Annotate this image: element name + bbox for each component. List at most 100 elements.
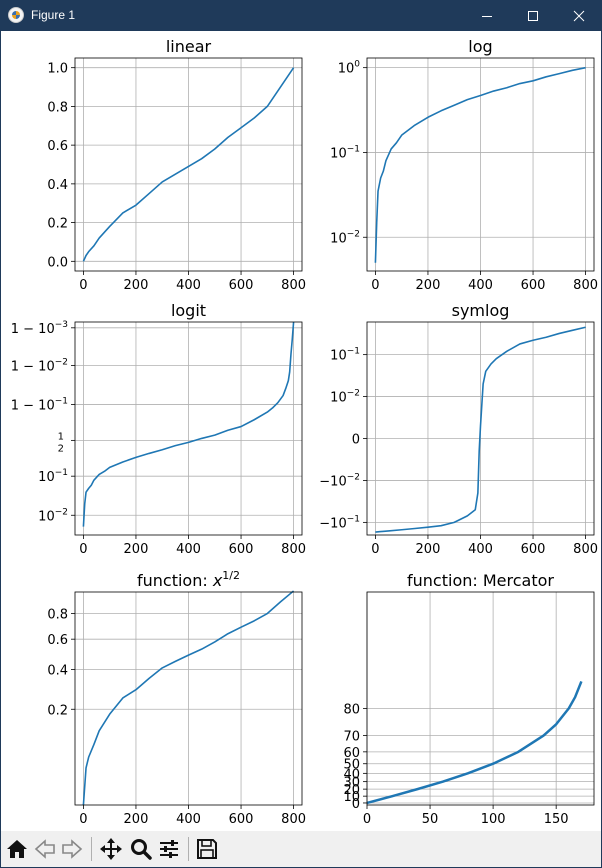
minimize-icon (482, 15, 492, 17)
y-tick-label: 0.0 (47, 255, 68, 270)
x-tick-label: 400 (176, 542, 201, 557)
home-button[interactable] (4, 835, 30, 863)
axes-frame (74, 321, 303, 536)
forward-icon (62, 839, 83, 859)
y-tick-label: 30 (343, 776, 360, 791)
subplot-title: function: x1/2 (137, 569, 240, 590)
forward-button[interactable] (59, 835, 85, 863)
toolbar-separator (188, 837, 189, 861)
subplot-3: logit 0 200 400 600 800 10−2 10−1 1 2 1 − 10−1 1 − … (11, 301, 306, 557)
y-tick-label: 50 (343, 758, 360, 773)
y-tick-label: 0.4 (47, 664, 68, 679)
x-tick-label: 200 (124, 542, 149, 557)
x-tick-label: 600 (229, 278, 254, 293)
close-icon (573, 10, 585, 21)
x-tick-label: 0 (79, 278, 87, 293)
save-icon (197, 839, 217, 859)
pan-icon (100, 838, 122, 860)
series-line (82, 590, 295, 806)
subplot-2: log 0 200 400 600 800 10−2 10−1 100 (330, 37, 598, 293)
y-tick-label: 0.8 (47, 100, 68, 115)
y-tick-label: 10 (343, 790, 360, 805)
x-tick-label: 400 (468, 542, 493, 557)
x-tick-label: 100 (481, 812, 506, 827)
series-line (82, 67, 295, 262)
series-line (374, 66, 586, 263)
subplot-title: logit (171, 301, 206, 320)
y-tick-label: 60 (343, 746, 360, 761)
x-tick-label: 150 (544, 812, 569, 827)
back-icon (34, 839, 55, 859)
x-tick-label: 600 (521, 542, 546, 557)
x-tick-label: 600 (229, 542, 254, 557)
zoom-icon (131, 839, 152, 860)
y-tick-label: 10−1 (330, 144, 360, 161)
x-tick-label: 0 (363, 812, 371, 827)
y-tick-label: 10−1 (330, 347, 360, 364)
save-button[interactable] (194, 835, 220, 863)
window-title: Figure 1 (31, 8, 76, 22)
x-tick-label: 800 (573, 278, 598, 293)
axes-frame (366, 321, 595, 536)
x-tick-label: 0 (79, 542, 87, 557)
series-line (375, 326, 586, 533)
y-tick-label: 10−2 (330, 229, 360, 246)
y-tick-label: 0.8 (47, 608, 68, 623)
x-tick-label: 200 (416, 542, 441, 557)
configure-subplots-button[interactable] (156, 835, 182, 863)
subplot-title: linear (166, 37, 212, 56)
x-tick-label: 200 (416, 278, 441, 293)
y-tick-label: 0.2 (47, 703, 68, 718)
minimize-button[interactable] (464, 0, 510, 31)
y-tick-label: 70 (343, 730, 360, 745)
pan-button[interactable] (98, 835, 124, 863)
y-tick-label: 1 − 10−3 (11, 320, 68, 337)
subplot-title: log (468, 37, 492, 56)
matplotlib-icon (8, 7, 24, 23)
maximize-icon (528, 10, 538, 21)
x-tick-label: 400 (468, 278, 493, 293)
x-tick-label: 800 (573, 542, 598, 557)
series-line (82, 321, 295, 527)
x-tick-label: 600 (521, 278, 546, 293)
x-tick-label: 50 (422, 812, 439, 827)
back-button[interactable] (32, 835, 58, 863)
zoom-button[interactable] (128, 835, 154, 863)
x-tick-label: 800 (281, 542, 306, 557)
subplot-5: function: x1/2 0 200 400 600 800 0.2 0.4 0.6 0.8 (47, 569, 306, 827)
axes-frame (366, 591, 595, 806)
y-tick-label: −10−1 (319, 514, 360, 531)
subplot-4: symlog 0 200 400 600 800 −10−1 −10−2 0 10−2 10−1 (319, 301, 598, 557)
y-tick-label: 1 − 10−1 (11, 397, 68, 414)
x-tick-label: 0 (79, 812, 87, 827)
x-tick-label: 400 (176, 278, 201, 293)
y-tick-label: 0 (352, 797, 360, 812)
y-tick-label: 10−2 (38, 507, 68, 524)
home-icon (7, 840, 27, 858)
title-bar: Figure 1 (0, 0, 602, 31)
y-tick-label: 0 (352, 433, 360, 448)
axes-frame (366, 57, 595, 272)
navigation-toolbar (1, 831, 601, 867)
y-tick-label: 0.6 (47, 139, 68, 154)
x-tick-label: 200 (124, 278, 149, 293)
subplot-title: function: Mercator (407, 571, 554, 590)
x-tick-label: 600 (229, 812, 254, 827)
subplot-1: linear 0 200 400 600 800 0.0 0.2 0.4 0.6 0.8 1.0 (47, 37, 306, 293)
y-tick-label: 10−1 (38, 468, 68, 485)
subplot-title: symlog (452, 301, 510, 320)
y-tick-label: 40 (343, 767, 360, 782)
close-button[interactable] (556, 0, 602, 31)
x-tick-label: 200 (124, 812, 149, 827)
y-tick-label: 0.4 (47, 178, 68, 193)
y-tick-label: 20 (343, 783, 360, 798)
y-tick-label: 0.6 (47, 633, 68, 648)
x-tick-label: 400 (176, 812, 201, 827)
x-tick-label: 0 (371, 278, 379, 293)
y-tick-label: 80 (343, 702, 360, 717)
maximize-button[interactable] (510, 0, 556, 31)
configure-subplots-icon (160, 840, 178, 858)
